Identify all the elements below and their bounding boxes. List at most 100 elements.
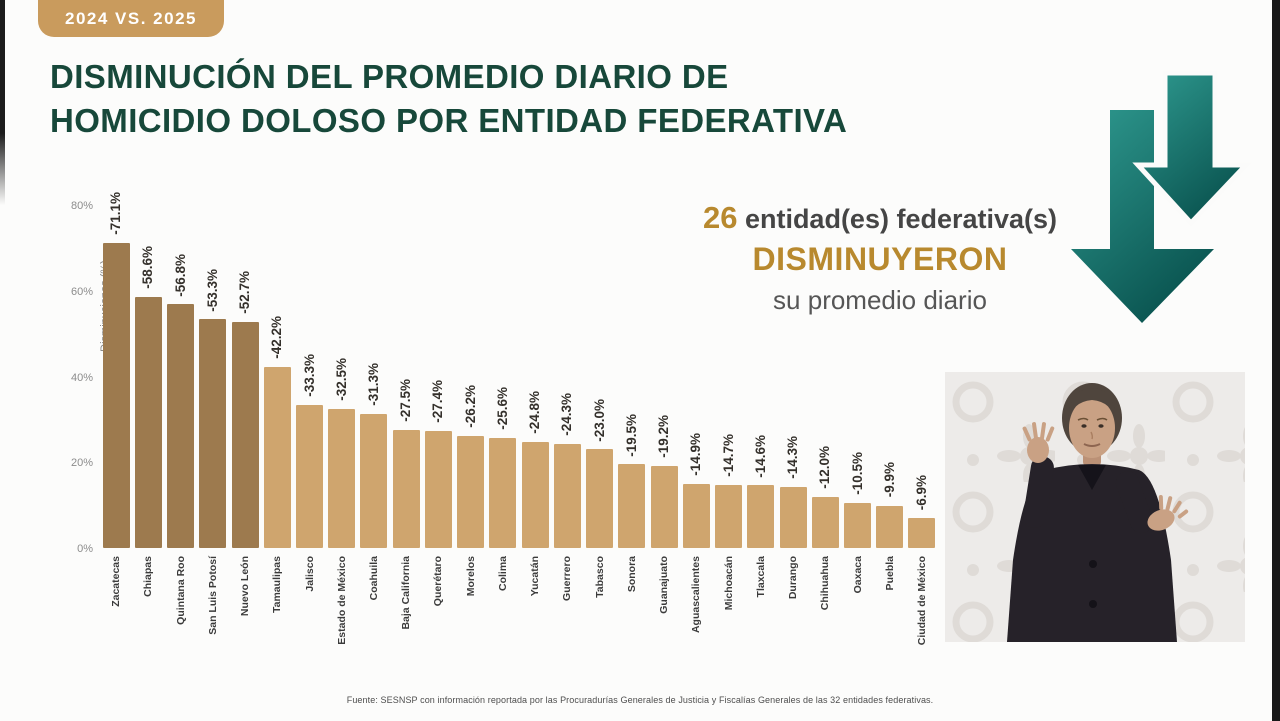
bar-21 xyxy=(779,486,807,548)
x-axis-label: Querétaro xyxy=(432,556,445,607)
x-cell: Puebla xyxy=(874,556,906,706)
bar-slot: -24.3% xyxy=(551,205,583,548)
x-axis-label: Durango xyxy=(787,556,800,600)
x-axis-label: Chihuahua xyxy=(819,556,832,611)
x-cell: Tamaulipas xyxy=(261,556,293,706)
bar-value-label: -24.3% xyxy=(559,393,575,436)
nose xyxy=(1090,431,1094,440)
bar-value-label: -26.2% xyxy=(462,384,478,428)
bar-value-label: -23.0% xyxy=(591,398,607,442)
bar-slot: -42.2% xyxy=(261,205,293,548)
x-cell: Oaxaca xyxy=(841,556,873,706)
x-cell: Coahuila xyxy=(358,556,390,706)
button-bottom xyxy=(1089,600,1097,608)
bar-8 xyxy=(360,413,388,548)
eyebrow-left xyxy=(1077,417,1089,421)
x-cell: San Luis Potosí xyxy=(197,556,229,706)
bar-value-label: -42.2% xyxy=(269,316,285,360)
bar-slot: -33.3% xyxy=(293,205,325,548)
bar-value-label: -24.8% xyxy=(527,390,543,434)
bar-value-label: -31.3% xyxy=(365,363,381,406)
eyebrow-right xyxy=(1096,417,1108,421)
arm-raised xyxy=(1023,456,1054,528)
x-axis-label: Coahuila xyxy=(367,556,380,601)
x-axis-label: Morelos xyxy=(464,556,477,597)
interpreter-illustration xyxy=(945,372,1245,642)
bar-slot: -6.9% xyxy=(906,205,938,548)
bar-plot: -71.1% -58.6% -56.8% -53.3% -52.7% -42.2% -33.… xyxy=(100,192,938,548)
mouth xyxy=(1083,443,1101,447)
summary-line1: 26 entidad(es) federativa(s) xyxy=(690,200,1070,236)
eye-left xyxy=(1081,424,1087,428)
bar-slot: -19.5% xyxy=(616,205,648,548)
x-cell: Jalisco xyxy=(293,556,325,706)
bar-slot: -31.3% xyxy=(358,205,390,548)
bar-16 xyxy=(618,464,646,548)
x-cell: Querétaro xyxy=(422,556,454,706)
bar-value-label: -27.4% xyxy=(430,379,446,423)
bar-value-label: -10.5% xyxy=(849,452,865,495)
small-down-arrow xyxy=(1132,70,1252,227)
bar-slot: -24.8% xyxy=(519,205,551,548)
x-axis-label: Puebla xyxy=(883,556,896,591)
shirt xyxy=(1078,465,1106,490)
bar-4 xyxy=(231,322,259,548)
bar-2 xyxy=(167,304,195,548)
y-tick-label: 20% xyxy=(70,457,93,470)
bar-value-label: -33.3% xyxy=(301,354,317,398)
bar-value-label: -52.7% xyxy=(237,271,253,315)
x-axis-label: Oaxaca xyxy=(851,556,864,594)
summary-keyword: DISMINUYERON xyxy=(752,241,1008,277)
bar-7 xyxy=(328,408,356,548)
bar-11 xyxy=(457,435,485,548)
x-cell: Estado de México xyxy=(326,556,358,706)
bar-value-label: -53.3% xyxy=(204,268,220,312)
x-axis-label: Zacatecas xyxy=(110,556,123,607)
x-cell: Quintana Roo xyxy=(164,556,196,706)
x-axis-label: Guerrero xyxy=(561,556,574,601)
sign-language-interpreter-video xyxy=(945,372,1245,642)
x-axis-label: Tlaxcala xyxy=(754,556,767,598)
bar-value-label: -58.6% xyxy=(140,245,156,289)
bar-25 xyxy=(908,518,936,548)
interpreter-person xyxy=(1007,383,1189,642)
bar-slot: -27.4% xyxy=(422,205,454,548)
bar-5 xyxy=(263,367,291,548)
bar-slot: -26.2% xyxy=(455,205,487,548)
bar-value-label: -14.9% xyxy=(688,433,704,477)
x-cell: Chiapas xyxy=(132,556,164,706)
year-comparison-badge: 2024 VS. 2025 xyxy=(38,0,224,37)
page-title-line1: DISMINUCIÓN DEL PROMEDIO DIARIO DE xyxy=(50,58,729,95)
bar-slot: -14.3% xyxy=(777,205,809,548)
big-down-arrow xyxy=(1071,110,1214,323)
arm-lower xyxy=(1115,471,1154,534)
x-axis-labels: Zacatecas Chiapas Quintana Roo San Luis Pot… xyxy=(100,556,938,706)
page-title: DISMINUCIÓN DEL PROMEDIO DIARIO DE HOMIC… xyxy=(50,55,1010,143)
bar-slot: -32.5% xyxy=(326,205,358,548)
x-axis-label: Michoacán xyxy=(722,556,735,611)
y-axis-ticks: 0% 20% 40% 60% 80% xyxy=(55,200,93,555)
bar-value-label: -56.8% xyxy=(172,253,188,297)
year-comparison-label: 2024 VS. 2025 xyxy=(65,8,197,28)
bar-value-label: -14.7% xyxy=(720,434,736,477)
bar-value-label: -25.6% xyxy=(494,387,510,431)
bar-slot: -53.3% xyxy=(197,205,229,548)
bar-15 xyxy=(586,449,614,548)
bar-slot: -14.6% xyxy=(745,205,777,548)
y-tick-label: 60% xyxy=(70,285,93,298)
bar-slot: -10.5% xyxy=(841,205,873,548)
bar-value-label: -14.6% xyxy=(752,434,768,478)
x-cell: Tlaxcala xyxy=(745,556,777,706)
bar-value-label: -32.5% xyxy=(333,357,349,401)
bar-0 xyxy=(102,243,130,548)
bar-slot: -25.6% xyxy=(487,205,519,548)
x-axis-label: Yucatán xyxy=(529,556,542,597)
bar-slot: -56.8% xyxy=(164,205,196,548)
bar-value-label: -14.3% xyxy=(785,435,801,479)
bar-18 xyxy=(682,484,710,548)
x-cell: Guerrero xyxy=(551,556,583,706)
x-axis-label: Ciudad de México xyxy=(915,556,928,646)
x-cell: Zacatecas xyxy=(100,556,132,706)
bar-slot: -23.0% xyxy=(584,205,616,548)
